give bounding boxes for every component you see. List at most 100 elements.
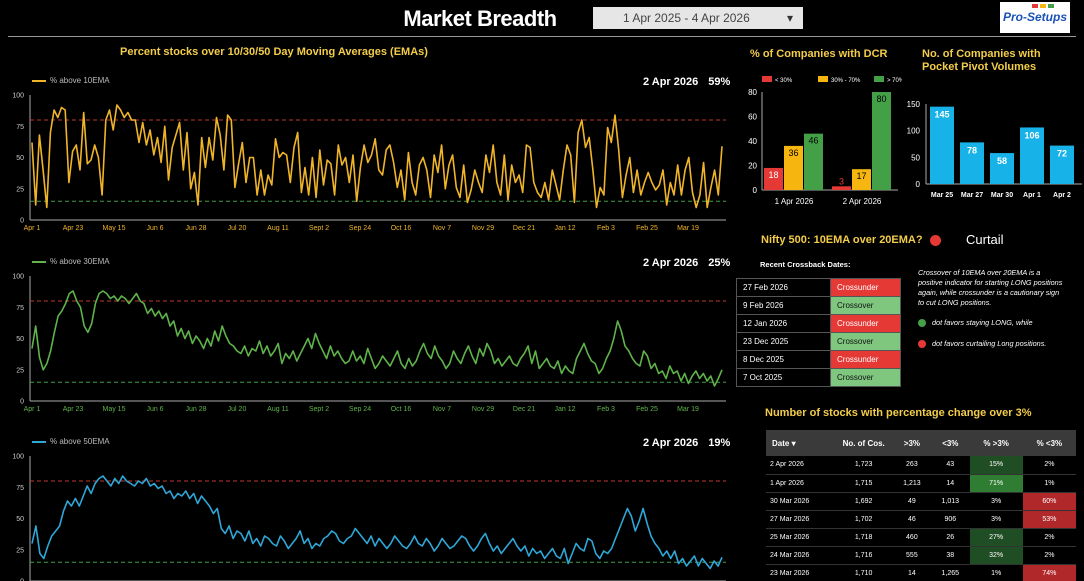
header-divider — [8, 36, 1076, 37]
x-tick-label: Jun 6 — [146, 406, 163, 413]
green-dot-text: dot favors staying LONG, while — [932, 318, 1033, 327]
pct-table-cell: 46 — [892, 510, 932, 529]
ema-latest-stamp: 2 Apr 2026 19% — [643, 437, 730, 449]
logo-bars — [1032, 4, 1054, 8]
red-dot-icon — [918, 340, 926, 348]
pct-table-cell: 1,013 — [931, 492, 970, 511]
ema-legend: % above 30EMA — [32, 257, 110, 266]
y-tick-label: 100 — [12, 454, 24, 461]
ema-chart-block-1: % above 10EMA 2 Apr 2026 59% 0 25 50 75 100 Apr … — [0, 74, 740, 249]
signal-question: Nifty 500: 10EMA over 20EMA? — [761, 234, 923, 246]
pro-setups-logo: Pro-Setups — [1000, 2, 1070, 33]
crossback-date: 27 Feb 2026 — [736, 278, 831, 297]
page-title: Market Breadth — [403, 6, 557, 31]
dcr-y-tick: 20 — [748, 162, 757, 171]
pct-table-cell: 460 — [892, 528, 932, 547]
dcr-bar — [804, 133, 823, 190]
pct-table-cell: 24 Mar 2026 — [766, 546, 835, 565]
green-dot-note: dot favors staying LONG, while — [918, 318, 1033, 328]
legend-label: % above 30EMA — [50, 257, 110, 266]
pct-table-cell: 1,692 — [834, 492, 893, 511]
pct-table-cell: 1,723 — [834, 456, 893, 475]
dcr-bar — [764, 167, 783, 190]
pp-bar-label: 72 — [1057, 149, 1067, 159]
dcr-y-tick: 40 — [748, 137, 757, 146]
x-tick-label: Jun 6 — [146, 225, 163, 232]
pp-bar — [960, 142, 984, 184]
crossback-type: Crossover — [830, 296, 901, 315]
pct-table-cell: 906 — [931, 510, 970, 529]
pct-table-cell: 26 — [931, 528, 970, 547]
pct-table-cell: 27% — [969, 528, 1023, 547]
y-tick-label: 25 — [16, 547, 24, 554]
x-tick-label: Jun 28 — [185, 406, 206, 413]
y-tick-label: 100 — [12, 93, 24, 100]
dcr-bar — [784, 145, 803, 190]
y-tick-label: 0 — [20, 218, 24, 225]
pct-table-cell: 14 — [892, 564, 932, 581]
pct-table-cell: 1,715 — [834, 474, 893, 493]
pct-table-cell: 2% — [1022, 456, 1076, 475]
dcr-group-label: 2 Apr 2026 — [843, 197, 882, 206]
x-tick-label: Feb 25 — [636, 225, 658, 232]
pct-table-cell: 3% — [969, 492, 1023, 511]
y-tick-label: 50 — [16, 336, 24, 343]
crossback-row: 12 Jan 2026 Crossunder — [736, 314, 901, 333]
crossback-row: 7 Oct 2025 Crossover — [736, 368, 901, 387]
pct-table-row: 24 Mar 2026 1,716 555 38 32% 2% — [766, 546, 1076, 565]
dcr-legend-swatch — [874, 76, 884, 82]
logo-text: Pro-Setups — [1002, 10, 1067, 24]
pct-table-cell: 74% — [1022, 564, 1076, 581]
pp-bar-label: 58 — [997, 156, 1007, 166]
pp-y-tick: 150 — [907, 100, 921, 109]
x-tick-label: Sept 2 — [309, 225, 329, 232]
pct-table-cell: 23 Mar 2026 — [766, 564, 835, 581]
pct-table-cell: 25 Mar 2026 — [766, 528, 835, 547]
red-dot-text: dot favors curtailing Long positions. — [932, 339, 1047, 348]
dcr-bar-label: 46 — [808, 136, 818, 146]
x-tick-label: Jan 12 — [554, 225, 575, 232]
x-tick-label: Feb 3 — [597, 225, 615, 232]
crossback-type: Crossunder — [830, 278, 901, 297]
y-tick-label: 75 — [16, 305, 24, 312]
x-tick-label: Mar 19 — [677, 225, 699, 232]
pocket-pivot-title-line2: Pocket Pivot Volumes — [922, 61, 1037, 73]
dcr-chart: < 30% 30% - 70% > 70% 0 20 40 60 80 18 36 46 1 Apr … — [748, 76, 902, 206]
x-tick-label: Mar 19 — [677, 406, 699, 413]
column-header: <3% — [931, 430, 970, 456]
dcr-y-tick: 60 — [748, 113, 757, 122]
pp-category-label: Apr 1 — [1023, 192, 1041, 199]
crossback-date: 23 Dec 2025 — [736, 332, 831, 351]
pp-category-label: Mar 27 — [961, 192, 983, 199]
pct-table-row: 27 Mar 2026 1,702 46 906 3% 53% — [766, 510, 1076, 529]
x-tick-label: Sep 24 — [349, 406, 371, 413]
chevron-down-icon[interactable]: ▾ — [786, 11, 793, 25]
pct-table-cell: 2% — [1022, 528, 1076, 547]
pp-bar-label: 106 — [1024, 130, 1039, 140]
x-tick-label: Jul 20 — [228, 225, 247, 232]
x-tick-label: Sep 24 — [349, 225, 371, 232]
pocket-pivot-title: No. of Companies with Pocket Pivot Volum… — [922, 48, 1041, 74]
date-range-selector[interactable]: 1 Apr 2025 - 4 Apr 2026 ▾ — [593, 7, 803, 29]
ema-series-line — [31, 290, 723, 387]
x-tick-label: Oct 16 — [391, 225, 412, 232]
ema-legend: % above 50EMA — [32, 437, 110, 446]
crossback-type: Crossunder — [830, 314, 901, 333]
ema-chart-block-2: % above 30EMA 2 Apr 2026 25% 0 25 50 75 100 Apr … — [0, 255, 740, 430]
pocket-pivot-chart: 0 50 100 150 145 Mar 25 78 Mar 27 58 Mar 30 106 Apr… — [907, 100, 1082, 199]
dcr-legend-swatch — [762, 76, 772, 82]
pct-table-cell: 60% — [1022, 492, 1076, 511]
x-tick-label: Apr 1 — [24, 225, 41, 232]
x-tick-label: Jul 20 — [228, 406, 247, 413]
crossback-table: 27 Feb 2026 Crossunder 9 Feb 2026 Crossover… — [736, 278, 901, 387]
x-tick-label: Feb 25 — [636, 406, 658, 413]
pct-table-cell: 53% — [1022, 510, 1076, 529]
pct-table-row: 2 Apr 2026 1,723 263 43 15% 2% — [766, 456, 1076, 475]
pct-table-row: 30 Mar 2026 1,692 49 1,013 3% 60% — [766, 492, 1076, 511]
column-header: % <3% — [1022, 430, 1076, 456]
sort-date-header[interactable]: Date ▾ — [766, 430, 835, 456]
stamp-date: 2 Apr 2026 — [643, 437, 699, 449]
green-dot-icon — [918, 319, 926, 327]
dcr-y-tick: 0 — [753, 186, 758, 195]
